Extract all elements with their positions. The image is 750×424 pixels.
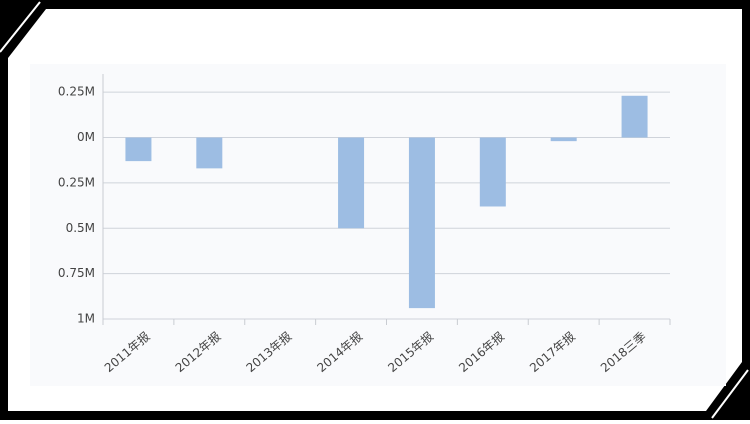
frame-stroke (0, 1, 41, 53)
bar (479, 137, 506, 207)
bar (125, 137, 152, 162)
y-tick-label: 0M (77, 130, 95, 144)
bar (621, 95, 648, 138)
y-tick-label: 0.25M (58, 85, 95, 99)
y-tick-label: 0.25M (58, 175, 95, 189)
bar (196, 137, 223, 169)
y-tick-label: 0.75M (58, 266, 95, 280)
bar (338, 137, 365, 229)
y-tick-label: 1M (77, 312, 95, 326)
bar (550, 137, 577, 142)
bar (408, 137, 435, 309)
chart-panel (30, 64, 726, 386)
frame-stroke (711, 369, 749, 419)
y-tick-label: 0.5M (66, 221, 95, 235)
